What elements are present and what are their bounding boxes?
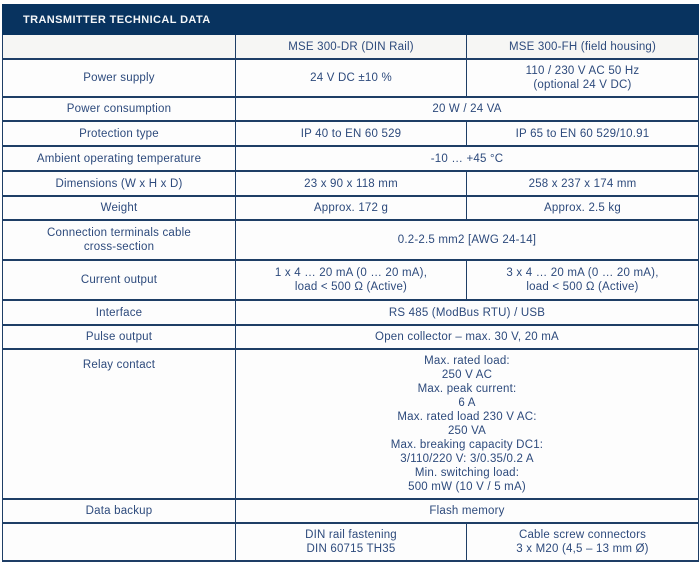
value-both: Open collector – max. 30 V, 20 mA — [235, 324, 699, 350]
row-label: Weight — [2, 195, 236, 221]
table-row: Dimensions (W x H x D) 23 x 90 x 118 mm … — [2, 170, 699, 197]
row-label: Interface — [2, 299, 236, 326]
value-dr: 1 x 4 … 20 mA (0 … 20 mA), load < 500 Ω … — [235, 259, 467, 301]
table-row: Current output 1 x 4 … 20 mA (0 … 20 mA)… — [2, 259, 699, 301]
table-row: Pulse output Open collector – max. 30 V,… — [2, 324, 699, 350]
column-header-fh: MSE 300-FH (field housing) — [466, 33, 699, 60]
value-both: Max. rated load: 250 V AC Max. peak curr… — [235, 348, 699, 500]
table-row: TRANSMITTER TECHNICAL DATA — [2, 4, 699, 35]
table-row: Power consumption 20 W / 24 VA — [2, 96, 699, 122]
row-label: Connection terminals cable cross-section — [2, 219, 236, 261]
row-label — [2, 522, 236, 562]
value-both: 0.2-2.5 mm2 [AWG 24-14] — [235, 219, 699, 261]
value-dr: IP 40 to EN 60 529 — [235, 120, 467, 147]
table-row: Interface RS 485 (ModBus RTU) / USB — [2, 299, 699, 326]
value-dr: 24 V DC ±10 % — [235, 58, 467, 98]
table-row: MSE 300-DR (DIN Rail) MSE 300-FH (field … — [2, 33, 699, 60]
table-row: Protection type IP 40 to EN 60 529 IP 65… — [2, 120, 699, 147]
value-both: RS 485 (ModBus RTU) / USB — [235, 299, 699, 326]
value-dr: Approx. 172 g — [235, 195, 467, 221]
value-both: -10 … +45 °C — [235, 145, 699, 172]
value-both: Flash memory — [235, 498, 699, 524]
value-fh: 258 x 237 x 174 mm — [466, 170, 699, 197]
column-header-empty — [2, 33, 236, 60]
row-label: Power consumption — [2, 96, 236, 122]
table-row: Power supply 24 V DC ±10 % 110 / 230 V A… — [2, 58, 699, 98]
value-fh: 3 x 4 … 20 mA (0 … 20 mA), load < 500 Ω … — [466, 259, 699, 301]
value-fh: 110 / 230 V AC 50 Hz (optional 24 V DC) — [466, 58, 699, 98]
column-header-dr: MSE 300-DR (DIN Rail) — [235, 33, 467, 60]
value-fh: Cable screw connectors 3 x M20 (4,5 – 13… — [466, 522, 699, 562]
value-dr: DIN rail fastening DIN 60715 TH35 — [235, 522, 467, 562]
row-label: Relay contact — [2, 348, 236, 500]
table-row: Ambient operating temperature -10 … +45 … — [2, 145, 699, 172]
table-row: Connection terminals cable cross-section… — [2, 219, 699, 261]
row-label: Protection type — [2, 120, 236, 147]
value-both: 20 W / 24 VA — [235, 96, 699, 122]
table-title: TRANSMITTER TECHNICAL DATA — [2, 4, 699, 35]
value-dr: 23 x 90 x 118 mm — [235, 170, 467, 197]
table-row: DIN rail fastening DIN 60715 TH35 Cable … — [2, 522, 699, 562]
row-label: Power supply — [2, 58, 236, 98]
row-label: Data backup — [2, 498, 236, 524]
row-label: Ambient operating temperature — [2, 145, 236, 172]
row-label: Dimensions (W x H x D) — [2, 170, 236, 197]
value-fh: IP 65 to EN 60 529/10.91 — [466, 120, 699, 147]
table-row: Data backup Flash memory — [2, 498, 699, 524]
value-fh: Approx. 2.5 kg — [466, 195, 699, 221]
table-row: Weight Approx. 172 g Approx. 2.5 kg — [2, 195, 699, 221]
row-label: Current output — [2, 259, 236, 301]
table-row: Relay contact Max. rated load: 250 V AC … — [2, 348, 699, 500]
technical-data-table: TRANSMITTER TECHNICAL DATA MSE 300-DR (D… — [2, 4, 699, 562]
row-label: Pulse output — [2, 324, 236, 350]
